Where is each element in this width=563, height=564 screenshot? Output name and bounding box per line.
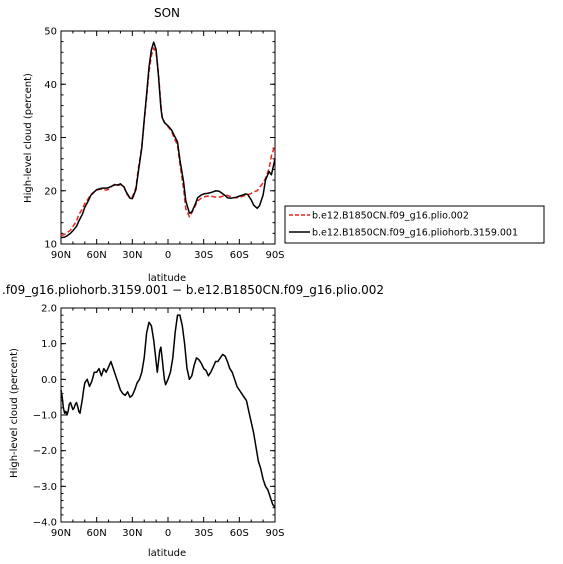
bottom-series-lines xyxy=(60,314,276,509)
top-x-axis-label: latitude xyxy=(148,273,186,284)
top-x-tick-label: 60N xyxy=(87,250,107,261)
bottom-y-tick-label: 0.0 xyxy=(41,375,57,386)
bottom-y-axis-label: High-level cloud (percent) xyxy=(9,348,20,478)
top-x-tick-label: 30N xyxy=(122,250,142,261)
top-chart-title: SON xyxy=(154,6,180,20)
top-x-tick-label: 90S xyxy=(265,250,284,261)
bottom-x-tick-label: 90N xyxy=(51,528,71,539)
bottom-y-ticks: 2.0 1.0 0.0 −1.0 −2.0 −3.0 −4.0 xyxy=(33,304,275,529)
bottom-x-tick-label: 30S xyxy=(194,528,213,539)
bottom-x-tick-label: 30N xyxy=(122,528,142,539)
top-x-tick-label: 90N xyxy=(51,250,71,261)
legend-label-pliohorb: b.e12.B1850CN.f09_g16.pliohorb.3159.001 xyxy=(312,228,518,239)
top-x-tick-label: 30S xyxy=(194,250,213,261)
top-y-tick-label: 20 xyxy=(44,186,57,197)
top-panel: SON 90N 60N 30N 0 30S 60S 90S 10 20 30 40 50 latit… xyxy=(23,6,285,284)
bottom-y-tick-label: −3.0 xyxy=(33,482,57,493)
top-x-ticks: 90N 60N 30N 0 30S 60S 90S xyxy=(51,31,285,261)
bottom-y-tick-label: −4.0 xyxy=(33,518,57,529)
top-y-tick-label: 30 xyxy=(44,133,57,144)
top-plot-frame xyxy=(60,30,276,245)
top-series-lines xyxy=(60,41,276,239)
legend-box xyxy=(284,205,545,244)
top-y-tick-label: 40 xyxy=(44,80,57,91)
legend: b.e12.B1850CN.f09_g16.plio.002 b.e12.B18… xyxy=(284,205,545,244)
top-y-axis-label: High-level cloud (percent) xyxy=(23,73,34,203)
bottom-y-tick-label: 1.0 xyxy=(41,339,57,350)
bottom-chart-title: .f09_g16.pliohorb.3159.001 − b.e12.B1850… xyxy=(2,283,384,297)
bottom-y-tick-label: −2.0 xyxy=(33,446,57,457)
top-y-ticks: 10 20 30 40 50 xyxy=(44,27,275,251)
top-series-line-1 xyxy=(60,41,276,239)
top-x-tick-label: 0 xyxy=(165,250,171,261)
bottom-x-tick-label: 60N xyxy=(87,528,107,539)
top-x-tick-label: 60S xyxy=(230,250,249,261)
bottom-y-tick-label: 2.0 xyxy=(41,304,57,315)
bottom-x-tick-label: 90S xyxy=(265,528,284,539)
bottom-x-tick-label: 0 xyxy=(165,528,171,539)
bottom-x-ticks: 90N 60N 30N 0 30S 60S 90S xyxy=(51,308,285,539)
bottom-series-line-0 xyxy=(60,314,276,509)
bottom-plot-frame xyxy=(60,307,276,523)
bottom-x-tick-label: 60S xyxy=(230,528,249,539)
bottom-panel: .f09_g16.pliohorb.3159.001 − b.e12.B1850… xyxy=(2,283,384,559)
top-y-tick-label: 10 xyxy=(44,240,57,251)
top-series-line-0 xyxy=(60,47,276,237)
bottom-x-axis-label: latitude xyxy=(148,548,186,559)
top-y-tick-label: 50 xyxy=(44,27,57,38)
bottom-y-tick-label: −1.0 xyxy=(33,411,57,422)
legend-label-plio: b.e12.B1850CN.f09_g16.plio.002 xyxy=(312,211,469,222)
